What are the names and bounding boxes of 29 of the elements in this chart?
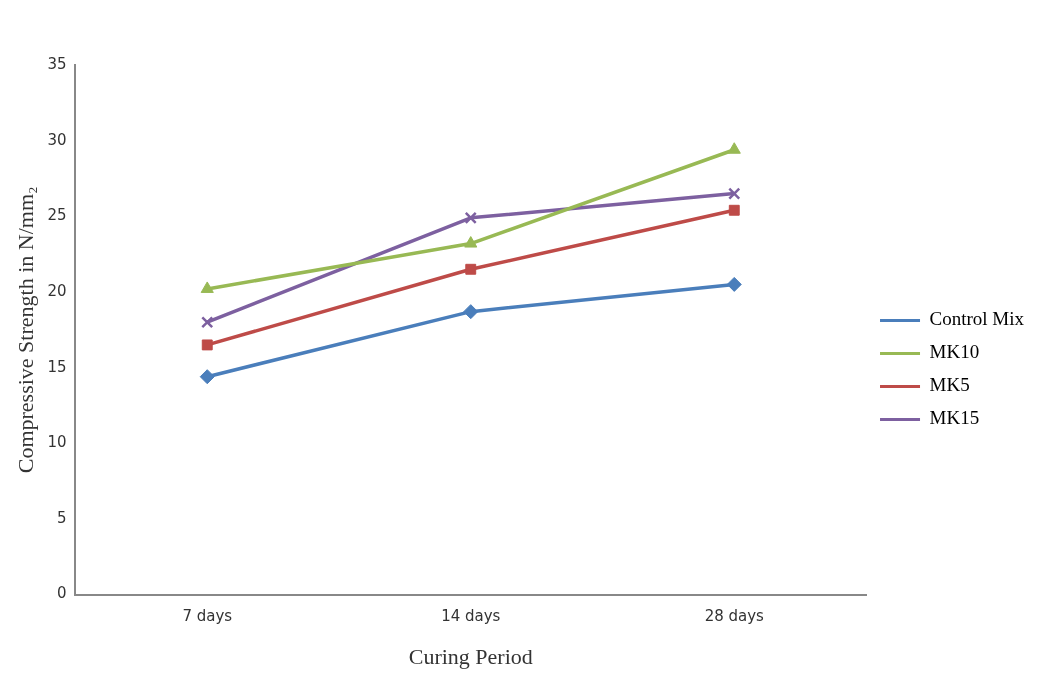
- y-tick-label: 35: [47, 54, 67, 73]
- y-tick-label: 15: [47, 357, 67, 376]
- y-tick-label: 0: [56, 584, 67, 603]
- y-tick-label: 5: [56, 508, 67, 527]
- x-tick-label: 14 days: [441, 607, 501, 626]
- y-tick-label: 30: [47, 130, 67, 149]
- legend-label: MK10: [929, 341, 980, 363]
- point: [728, 187, 741, 200]
- x-tick-label: 28 days: [704, 607, 765, 626]
- point: [463, 304, 479, 320]
- y-tick-label: 10: [47, 433, 67, 452]
- point: [464, 211, 477, 225]
- point: [201, 339, 213, 351]
- point: [201, 316, 214, 329]
- point: [464, 236, 478, 248]
- y-tick-label: 25: [47, 206, 67, 225]
- legend-label: Control Mix: [929, 308, 1025, 330]
- point: [727, 142, 741, 154]
- legend-label: MK15: [929, 407, 980, 429]
- point: [465, 263, 477, 275]
- point: [200, 281, 214, 293]
- x-axis-title: Curing Period: [408, 643, 533, 669]
- y-tick-label: 20: [47, 281, 67, 300]
- x-tick-label: 7 days: [182, 607, 233, 626]
- point: [726, 276, 742, 292]
- point: [199, 369, 215, 385]
- point: [728, 204, 740, 216]
- y-axis-title: Compressive Strength in N/mm₂: [12, 186, 38, 474]
- legend-label: MK5: [929, 374, 970, 396]
